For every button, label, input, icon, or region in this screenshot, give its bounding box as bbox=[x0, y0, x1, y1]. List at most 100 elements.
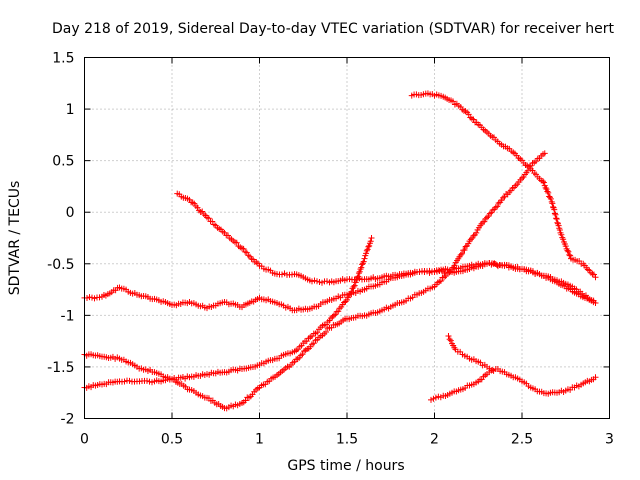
data-point bbox=[351, 282, 358, 289]
data-point bbox=[363, 247, 370, 254]
data-point bbox=[489, 207, 496, 214]
data-point bbox=[526, 163, 533, 170]
data-point bbox=[520, 173, 527, 180]
data-point bbox=[560, 236, 567, 243]
data-point bbox=[441, 274, 448, 281]
data-point bbox=[564, 247, 571, 254]
data-point bbox=[486, 365, 493, 372]
data-point bbox=[473, 229, 480, 236]
data-point bbox=[567, 252, 574, 259]
data-point bbox=[459, 250, 465, 257]
data-point bbox=[451, 262, 458, 269]
data-point bbox=[449, 265, 455, 272]
data-point bbox=[541, 150, 548, 157]
data-point bbox=[446, 336, 453, 343]
data-point bbox=[540, 179, 547, 186]
data-point bbox=[361, 255, 368, 262]
data-point bbox=[556, 226, 563, 233]
series-sat-f bbox=[428, 365, 599, 403]
data-point bbox=[542, 184, 549, 191]
data-point bbox=[488, 209, 495, 216]
data-point bbox=[333, 308, 340, 315]
data-point bbox=[457, 251, 464, 258]
chart-title: Day 218 of 2019, Sidereal Day-to-day VTE… bbox=[52, 21, 614, 37]
data-series bbox=[81, 90, 599, 412]
data-point bbox=[558, 231, 565, 238]
data-point bbox=[242, 397, 249, 404]
x-tick-label: 0 bbox=[80, 432, 89, 448]
data-point bbox=[359, 261, 366, 268]
data-point bbox=[310, 340, 317, 347]
data-point bbox=[492, 204, 499, 211]
data-point bbox=[189, 199, 196, 206]
data-point bbox=[329, 313, 336, 320]
x-tick-label: 3 bbox=[605, 432, 614, 448]
data-point bbox=[348, 288, 355, 295]
data-point bbox=[524, 167, 531, 174]
data-point bbox=[350, 283, 357, 290]
data-point bbox=[363, 250, 370, 257]
data-point bbox=[550, 204, 556, 211]
data-point bbox=[468, 115, 475, 122]
data-point bbox=[299, 351, 306, 358]
data-point bbox=[484, 214, 490, 221]
data-point bbox=[552, 211, 559, 218]
x-tick-label: 2.5 bbox=[511, 432, 533, 448]
data-point bbox=[465, 240, 472, 247]
data-point bbox=[354, 274, 361, 281]
data-point bbox=[194, 204, 201, 211]
data-point bbox=[445, 332, 452, 339]
data-point bbox=[449, 98, 456, 105]
data-point bbox=[243, 249, 250, 256]
y-tick-label: 1 bbox=[66, 102, 75, 118]
data-point bbox=[336, 305, 343, 312]
data-point bbox=[461, 246, 468, 253]
data-point bbox=[364, 246, 371, 253]
data-point bbox=[355, 273, 362, 280]
x-tick-labels: 0 0.5 1 1.5 2 2.5 3 bbox=[80, 432, 614, 448]
y-tick-label: -0.5 bbox=[47, 257, 74, 273]
series-sat-d bbox=[81, 150, 548, 412]
data-point bbox=[366, 242, 373, 249]
data-point bbox=[494, 203, 501, 210]
x-tick-label: 0.5 bbox=[161, 432, 183, 448]
data-point bbox=[519, 175, 525, 182]
x-axis-label: GPS time / hours bbox=[287, 458, 404, 474]
data-point bbox=[330, 312, 337, 319]
data-point bbox=[368, 235, 375, 241]
grid-lines bbox=[84, 57, 610, 419]
data-point bbox=[592, 299, 599, 306]
x-tick-label: 2 bbox=[430, 432, 439, 448]
y-tick-label: -1 bbox=[61, 308, 75, 324]
data-point bbox=[551, 210, 558, 217]
y-tick-labels: -2 -1.5 -1 -0.5 0 0.5 1 1.5 bbox=[47, 51, 74, 428]
data-point bbox=[323, 328, 329, 335]
data-point bbox=[242, 248, 249, 255]
data-point bbox=[436, 278, 443, 285]
x-tick-label: 1.5 bbox=[336, 432, 358, 448]
data-point bbox=[470, 232, 477, 239]
data-point bbox=[553, 215, 560, 222]
y-axis-label: SDTVAR / TECUs bbox=[7, 181, 23, 296]
data-point bbox=[592, 274, 599, 281]
series-sat-e bbox=[81, 235, 375, 391]
data-point bbox=[545, 189, 552, 196]
data-point bbox=[495, 199, 502, 206]
data-point bbox=[355, 270, 362, 277]
data-point bbox=[447, 337, 454, 344]
series-sat-a bbox=[81, 260, 599, 314]
data-point bbox=[547, 195, 554, 202]
y-tick-label: -2 bbox=[61, 412, 75, 428]
data-point bbox=[233, 239, 240, 246]
data-point bbox=[592, 374, 599, 381]
data-point bbox=[544, 188, 551, 195]
data-point bbox=[367, 238, 374, 245]
data-point bbox=[358, 264, 365, 271]
data-point bbox=[467, 236, 474, 243]
data-point bbox=[245, 252, 252, 259]
data-point bbox=[555, 222, 562, 229]
data-point bbox=[205, 215, 212, 222]
data-point bbox=[356, 268, 363, 275]
plot-frame bbox=[84, 57, 610, 419]
